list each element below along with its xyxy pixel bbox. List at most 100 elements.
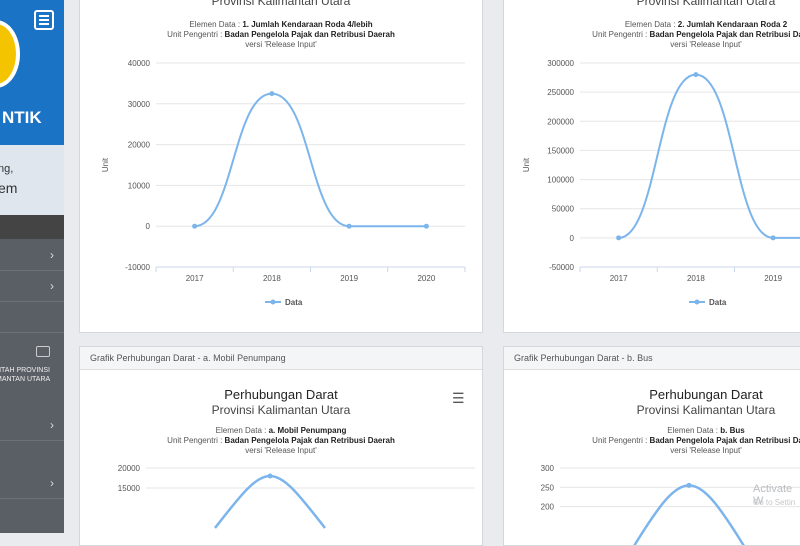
elemen-value: 1. Jumlah Kendaraan Roda 4/lebih [242, 20, 373, 29]
chart-panel-bus: Grafik Perhubungan Darat - b. Bus Perhub… [503, 346, 800, 546]
data-point [770, 235, 776, 241]
y-tick-label: 10000 [128, 181, 151, 190]
y-tick-label: 50000 [552, 205, 575, 214]
image-icon [36, 346, 50, 357]
y-tick-label: 300000 [547, 59, 574, 68]
line-chart-roda4: 40000 30000 20000 10000 0 -10000 2017 2018 2019 2… [101, 59, 466, 307]
chart-panel-roda2: Provinsi Kalimantan Utara Elemen Data : … [503, 0, 800, 333]
data-point [616, 235, 622, 241]
chart-subtitle: Provinsi Kalimantan Utara [636, 0, 776, 8]
y-axis-label: Unit [101, 157, 110, 172]
y-tick-label: 30000 [128, 100, 151, 109]
user-text-line2: em [0, 180, 18, 196]
data-point [192, 223, 198, 229]
elemen-label: Elemen Data : [215, 426, 267, 435]
sidebar-item-4[interactable]: › [0, 410, 64, 441]
sidebar-item-2[interactable]: › [0, 271, 64, 302]
y-tick-label: 0 [570, 234, 575, 243]
legend-marker [694, 299, 700, 305]
unit-label: Unit Pengentri : [592, 30, 648, 39]
y-tick-label: 200000 [547, 117, 574, 126]
y-tick-label: 20000 [128, 141, 151, 150]
data-point [693, 72, 699, 78]
y-tick-label: 250000 [547, 88, 574, 97]
series-line [633, 484, 745, 545]
version-text: versi 'Release Input' [670, 40, 742, 49]
chevron-right-icon: › [50, 418, 54, 432]
unit-label: Unit Pengentri : [592, 436, 648, 445]
legend-label: Data [285, 298, 303, 307]
line-chart-mobil-penumpang: 20000 15000 [118, 464, 475, 529]
sidebar-caption: NTAH PROVINSI MANTAN UTARA [0, 367, 51, 383]
y-tick-label: 300 [541, 464, 555, 473]
y-tick-label: 250 [541, 483, 555, 492]
sidebar-item-5[interactable]: › [0, 468, 64, 499]
version-text: versi 'Release Input' [245, 446, 317, 455]
chart-title: Perhubungan Darat [224, 387, 338, 402]
chart-meta: Elemen Data : b. Bus Unit Pengentri : Ba… [504, 426, 800, 456]
activate-windows-subtext: Go to Settin [753, 498, 796, 507]
series-line [194, 92, 427, 228]
y-axis-label: Unit [522, 157, 531, 172]
y-tick-label: 100000 [547, 176, 574, 185]
sidebar-header: NTIK [0, 0, 64, 145]
sidebar-item-3[interactable] [0, 302, 64, 333]
y-tick-label: -10000 [125, 263, 150, 272]
data-point [686, 482, 692, 488]
legend-label: Data [709, 298, 727, 307]
menu-toggle-button[interactable] [34, 10, 54, 30]
data-point [267, 473, 273, 479]
y-tick-label: 15000 [118, 484, 141, 493]
chevron-right-icon: › [50, 476, 54, 490]
x-tick-label: 2019 [340, 274, 358, 283]
chart-meta: Elemen Data : 1. Jumlah Kendaraan Roda 4… [80, 20, 482, 50]
y-tick-label: 40000 [128, 59, 151, 68]
user-panel: ng, em [0, 145, 64, 215]
chart-panel-mobil-penumpang: Grafik Perhubungan Darat - a. Mobil Penu… [79, 346, 483, 546]
y-tick-label: 150000 [547, 146, 574, 155]
panel-header: Grafik Perhubungan Darat - b. Bus [504, 347, 800, 370]
y-tick-label: -50000 [549, 263, 574, 272]
unit-value: Badan Pengelola Pajak dan Retribusi Daer… [224, 436, 395, 445]
unit-value: Badan Pengelola Pajak dan Retribusi Daer… [649, 436, 800, 445]
y-tick-label: 0 [146, 222, 151, 231]
sidebar: NTIK ng, em › › NTAH PROVINSI MANTAN UTA… [0, 0, 64, 533]
chart-title: Perhubungan Darat [649, 387, 763, 402]
chart-subtitle: Provinsi Kalimantan Utara [636, 403, 776, 417]
elemen-value: a. Mobil Penumpang [268, 426, 347, 435]
elemen-label: Elemen Data : [624, 20, 676, 29]
chart-meta: Elemen Data : 2. Jumlah Kendaraan Roda 2… [504, 20, 800, 50]
brand-text: NTIK [2, 108, 42, 127]
line-chart-bus: 300 250 200 [541, 464, 800, 545]
series-line [214, 474, 326, 529]
data-point [423, 223, 429, 229]
series-line [618, 73, 800, 239]
x-tick-label: 2018 [687, 274, 705, 283]
chart-subtitle: Provinsi Kalimantan Utara [211, 403, 351, 417]
unit-value: Badan Pengelola Pajak dan Retribusi Daer… [649, 30, 800, 39]
elemen-value: b. Bus [720, 426, 745, 435]
chart-menu-icon[interactable]: ☰ [452, 390, 465, 406]
data-point [346, 223, 352, 229]
elemen-label: Elemen Data : [667, 426, 718, 435]
data-point [269, 91, 275, 97]
logo-icon [0, 20, 20, 88]
chart-panel-roda4: Provinsi Kalimantan Utara Elemen Data : … [79, 0, 483, 333]
activate-windows-watermark: Activate W [753, 483, 793, 507]
y-tick-label: 200 [541, 503, 555, 512]
user-text-line1: ng, [0, 163, 14, 175]
sidebar-item-1[interactable]: › [0, 240, 64, 271]
x-tick-label: 2017 [186, 274, 204, 283]
chevron-right-icon: › [50, 279, 54, 293]
unit-label: Unit Pengentri : [167, 30, 223, 39]
legend-marker [270, 299, 276, 305]
y-tick-label: 20000 [118, 464, 141, 473]
unit-label: Unit Pengentri : [167, 436, 223, 445]
x-tick-label: 2018 [263, 274, 281, 283]
x-tick-label: 2017 [610, 274, 628, 283]
elemen-value: 2. Jumlah Kendaraan Roda 2 [677, 20, 788, 29]
sidebar-section-header [0, 215, 64, 239]
chart-meta: Elemen Data : a. Mobil Penumpang Unit Pe… [80, 426, 482, 456]
version-text: versi 'Release Input' [670, 446, 742, 455]
x-tick-label: 2020 [417, 274, 435, 283]
